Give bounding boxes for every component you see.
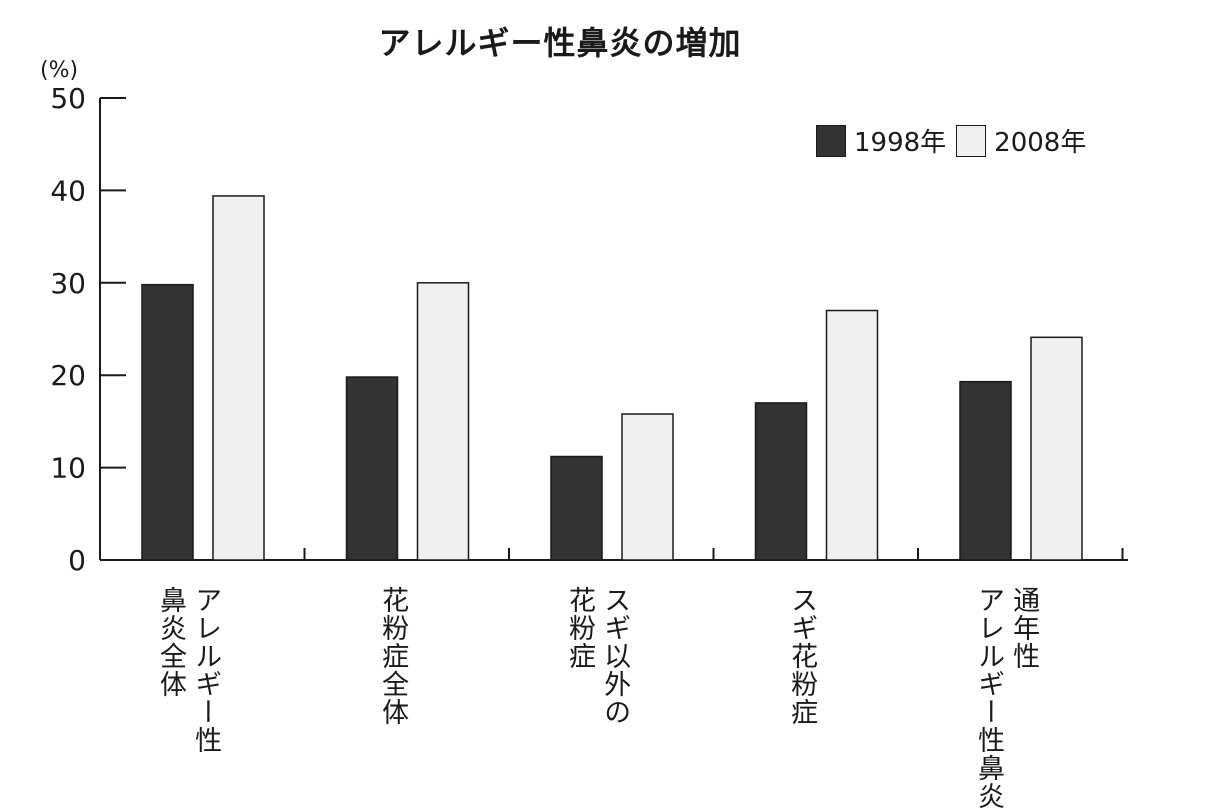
x-category-label: スギ花粉症	[786, 586, 818, 726]
y-tick-label: 50	[50, 82, 86, 115]
legend-swatch-2008	[956, 124, 987, 157]
x-category-label-line: スギ以外の	[599, 586, 631, 726]
x-category-label: スギ以外の 花粉症	[564, 586, 631, 726]
y-tick-label: 40	[50, 174, 86, 207]
bar-2008	[621, 413, 674, 561]
x-category-label-line: 鼻炎全体	[155, 586, 186, 698]
x-category-label-line: アレルギー性鼻炎	[973, 586, 1004, 810]
x-category-label-line: スギ花粉症	[786, 586, 818, 726]
x-category-label-line: 通年性	[1008, 586, 1040, 670]
legend-label-1998: 1998年	[854, 128, 947, 158]
legend-item-1998: 1998年	[816, 122, 946, 159]
bar-1998	[141, 283, 194, 561]
y-tick-label: 10	[50, 452, 86, 485]
x-category-label: アレルギー性 鼻炎全体	[155, 586, 222, 754]
bar-2008	[416, 282, 470, 561]
y-tick-label: 0	[68, 544, 86, 577]
x-category-label-line: アレルギー性	[190, 586, 222, 754]
bar-2008	[825, 309, 879, 561]
legend-item-2008: 2008年	[956, 122, 1086, 159]
bar-1998	[754, 402, 808, 561]
legend-swatch-1998	[816, 124, 846, 157]
x-category-label: 花粉症全体	[377, 586, 409, 726]
legend-label-2008: 2008年	[994, 128, 1087, 158]
chart-title: アレルギー性鼻炎の増加	[378, 24, 742, 62]
bar-2008	[1030, 336, 1083, 561]
bar-1998	[550, 455, 603, 561]
y-tick-label: 30	[50, 267, 86, 300]
y-tick-label: 20	[50, 359, 86, 392]
x-category-label-line: 花粉症全体	[377, 586, 409, 726]
legend: 1998年 2008年	[816, 122, 1086, 159]
x-category-label: 通年性 アレルギー性鼻炎	[973, 586, 1040, 810]
bar-2008	[212, 195, 265, 561]
x-category-label-line: 花粉症	[564, 586, 595, 670]
bar-1998	[959, 380, 1012, 561]
bar-1998	[345, 376, 399, 561]
y-axis-unit-label: (%)	[40, 58, 79, 83]
